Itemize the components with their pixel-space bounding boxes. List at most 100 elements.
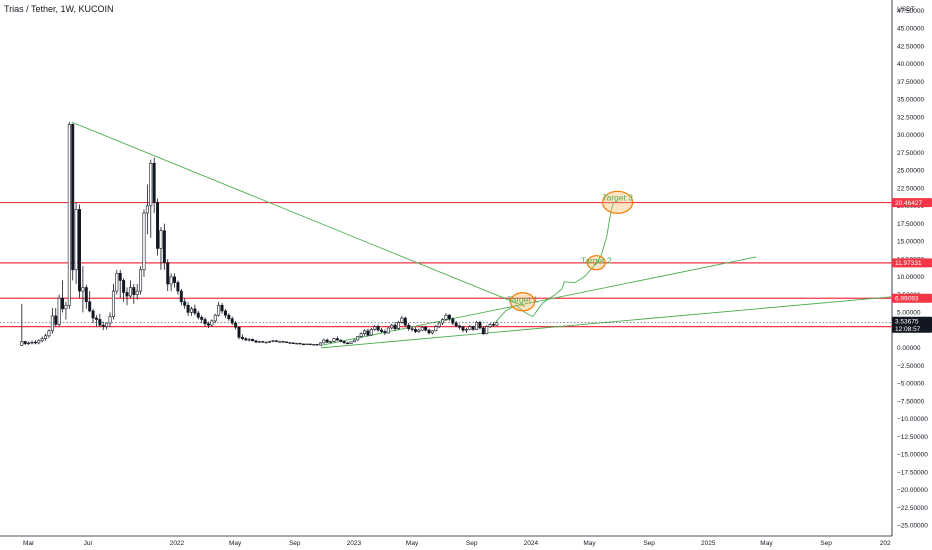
time-axis-tick-label: Sep bbox=[643, 540, 655, 547]
candle-body bbox=[380, 329, 384, 332]
candle-body bbox=[257, 341, 261, 343]
price-axis-tick-label: 42.50000 bbox=[897, 43, 924, 50]
candle-body bbox=[108, 316, 112, 324]
candle-body bbox=[84, 287, 88, 303]
candle-body bbox=[268, 341, 272, 343]
level-price-label: 6.99093 bbox=[895, 296, 919, 303]
candle-body bbox=[132, 287, 136, 295]
candle-body bbox=[196, 312, 200, 318]
candle-body bbox=[288, 342, 292, 344]
candle-body bbox=[413, 329, 417, 332]
candle-body bbox=[393, 324, 397, 329]
price-axis-tick-label: −7.50000 bbox=[897, 398, 925, 405]
candle-body bbox=[352, 339, 356, 343]
candle-body bbox=[495, 322, 499, 326]
level-price-label: 11.97331 bbox=[895, 260, 922, 267]
price-axis-tick-label: −22.50000 bbox=[897, 505, 928, 512]
candle-body bbox=[464, 329, 468, 331]
candle-body bbox=[478, 322, 482, 329]
price-axis-tick-label: 5.00000 bbox=[897, 310, 921, 317]
candle-body bbox=[363, 330, 367, 334]
candle-body bbox=[61, 297, 65, 310]
candle-body bbox=[315, 344, 319, 346]
price-axis-tick-label: −5.00000 bbox=[897, 381, 925, 388]
chart-title: Trias / Tether, 1W, KUCOIN bbox=[4, 4, 114, 14]
candle-body bbox=[285, 341, 288, 343]
candle-body bbox=[403, 317, 407, 326]
current-price-tag bbox=[892, 316, 932, 333]
candle-body bbox=[417, 329, 421, 332]
candle-body bbox=[125, 292, 129, 297]
price-axis-tick-label: 15.00000 bbox=[897, 239, 924, 246]
candle-body bbox=[88, 301, 92, 312]
price-axis-tick-label: 35.00000 bbox=[897, 97, 924, 104]
candle-body bbox=[447, 314, 451, 320]
projection-path[interactable] bbox=[495, 202, 615, 323]
candle-body bbox=[40, 338, 44, 342]
candle-body bbox=[210, 320, 214, 326]
candle-body bbox=[206, 323, 210, 326]
price-axis-tick-label: −20.00000 bbox=[897, 487, 928, 494]
time-axis-tick-label: 2023 bbox=[347, 540, 362, 547]
target-marker[interactable] bbox=[586, 255, 606, 271]
candle-body bbox=[169, 276, 173, 285]
candle-body bbox=[308, 343, 312, 346]
trendline[interactable] bbox=[71, 121, 526, 308]
candle-body bbox=[339, 339, 343, 342]
candle-body bbox=[20, 341, 24, 346]
candle-body bbox=[390, 324, 394, 329]
price-axis-tick-label: −12.50000 bbox=[897, 434, 928, 441]
candle-body bbox=[441, 319, 445, 324]
candle-body bbox=[173, 276, 177, 283]
candle-body bbox=[349, 341, 353, 344]
candle-body bbox=[213, 314, 217, 322]
candle-body bbox=[50, 315, 54, 332]
target-marker[interactable] bbox=[509, 292, 536, 312]
target-marker[interactable] bbox=[602, 190, 634, 214]
candle-body bbox=[301, 343, 305, 346]
candle-body bbox=[67, 123, 71, 306]
price-axis-tick-label: 40.00000 bbox=[897, 61, 924, 68]
candle-body bbox=[264, 341, 268, 344]
candle-body bbox=[78, 209, 81, 292]
candle-body bbox=[247, 339, 251, 341]
candle-body bbox=[234, 322, 238, 328]
candle-body bbox=[230, 318, 234, 324]
candle-body bbox=[54, 315, 58, 325]
candle-body bbox=[434, 326, 438, 332]
price-axis-tick-label: 10.00000 bbox=[897, 274, 924, 281]
candle-body bbox=[475, 322, 479, 330]
candle-body bbox=[488, 324, 492, 327]
trendline[interactable] bbox=[320, 296, 893, 349]
time-axis-tick-label: Jul bbox=[84, 540, 93, 547]
level-price-tag bbox=[892, 293, 932, 303]
candle-body bbox=[33, 341, 37, 344]
candle-body bbox=[156, 202, 160, 249]
candle-body bbox=[400, 317, 404, 323]
candle-body bbox=[254, 340, 258, 343]
trendline[interactable] bbox=[320, 256, 757, 346]
time-axis-tick-label: 2024 bbox=[524, 540, 539, 547]
candle-body bbox=[74, 209, 78, 271]
candle-body bbox=[166, 262, 170, 285]
candle-body bbox=[346, 342, 350, 344]
target-label: Target 1 bbox=[507, 295, 538, 305]
time-axis-tick-label: May bbox=[760, 540, 773, 547]
candle-body bbox=[359, 333, 363, 337]
candle-body bbox=[98, 319, 102, 326]
candle-body bbox=[383, 331, 387, 334]
candle-body bbox=[481, 327, 485, 334]
candle-body bbox=[366, 330, 370, 336]
price-axis-tick-label: −17.50000 bbox=[897, 469, 928, 476]
candle-body bbox=[149, 162, 153, 207]
candle-body bbox=[430, 330, 434, 334]
candle-body bbox=[227, 314, 231, 320]
candle-body bbox=[318, 342, 322, 346]
target-label: Target 2 bbox=[581, 256, 612, 266]
price-axis-tick-label: 17.50000 bbox=[897, 221, 924, 228]
candle-body bbox=[369, 329, 373, 336]
candle-body bbox=[64, 304, 68, 310]
price-axis-tick-label: 32.50000 bbox=[897, 114, 924, 121]
